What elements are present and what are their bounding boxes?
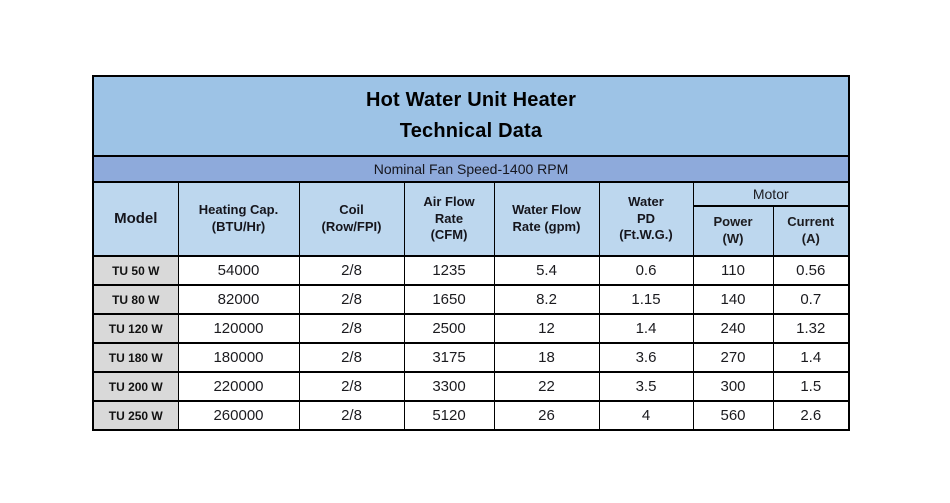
column-header-heating-cap: Heating Cap. (BTU/Hr) [177,181,300,257]
table-cell: 12 [493,313,600,344]
subtitle-row: Nominal Fan Speed-1400 RPM [92,155,850,183]
table-cell: 2/8 [298,284,405,315]
table-cell: 2500 [403,313,495,344]
technical-data-sheet: Hot Water Unit Heater Technical Data Nom… [92,75,851,431]
table-cell: 3175 [403,342,495,373]
table-cell: 1.15 [598,284,694,315]
table-cell: 1.5 [772,371,850,402]
column-header-model: Model [92,181,179,257]
table-cell: 110 [692,255,774,286]
table-cell: 2/8 [298,371,405,402]
table-cell: 120000 [177,313,300,344]
title-row: Hot Water Unit Heater Technical Data [92,75,850,157]
technical-data-table: Hot Water Unit Heater Technical Data Nom… [92,75,851,431]
table-cell: 240 [692,313,774,344]
table-row: TU 120 W 120000 2/8 2500 12 1.4 240 1.32 [92,313,850,344]
model-cell: TU 250 W [92,400,179,431]
fan-speed-banner: Nominal Fan Speed-1400 RPM [92,155,850,183]
table-cell: 140 [692,284,774,315]
table-cell: 1.4 [772,342,850,373]
table-row: TU 50 W 54000 2/8 1235 5.4 0.6 110 0.56 [92,255,850,286]
table-cell: 54000 [177,255,300,286]
table-row: TU 180 W 180000 2/8 3175 18 3.6 270 1.4 [92,342,850,373]
table-cell: 300 [692,371,774,402]
table-row: TU 200 W 220000 2/8 3300 22 3.5 300 1.5 [92,371,850,402]
table-cell: 26 [493,400,600,431]
table-cell: 1.4 [598,313,694,344]
table-cell: 2/8 [298,400,405,431]
table-cell: 2/8 [298,342,405,373]
table-cell: 1650 [403,284,495,315]
model-cell: TU 200 W [92,371,179,402]
table-cell: 2.6 [772,400,850,431]
table-cell: 0.6 [598,255,694,286]
table-row: TU 80 W 82000 2/8 1650 8.2 1.15 140 0.7 [92,284,850,315]
table-cell: 3.6 [598,342,694,373]
table-cell: 82000 [177,284,300,315]
table-cell: 3300 [403,371,495,402]
table-cell: 560 [692,400,774,431]
table-cell: 22 [493,371,600,402]
table-cell: 180000 [177,342,300,373]
column-header-power: Power (W) [692,205,774,257]
column-header-coil: Coil (Row/FPI) [298,181,405,257]
table-cell: 260000 [177,400,300,431]
table-cell: 2/8 [298,313,405,344]
table-row: TU 250 W 260000 2/8 5120 26 4 560 2.6 [92,400,850,431]
column-header-water-pd: Water PD (Ft.W.G.) [598,181,694,257]
table-cell: 220000 [177,371,300,402]
table-cell: 270 [692,342,774,373]
table-title-block: Hot Water Unit Heater Technical Data [92,75,850,157]
column-header-water-flow: Water Flow Rate (gpm) [493,181,600,257]
table-cell: 5.4 [493,255,600,286]
model-cell: TU 180 W [92,342,179,373]
table-cell: 1235 [403,255,495,286]
header-subrow-motor: Power (W) Current (A) [93,205,850,257]
table-cell: 1.32 [772,313,850,344]
table-cell: 3.5 [598,371,694,402]
column-header-air-flow: Air Flow Rate (CFM) [403,181,495,257]
page-title-line2: Technical Data [399,120,543,142]
column-header-current: Current (A) [772,205,850,257]
header-row: Model Heating Cap. (BTU/Hr) Coil (Row/FP… [92,181,850,257]
model-cell: TU 120 W [92,313,179,344]
table-cell: 2/8 [298,255,405,286]
column-group-header-motor: Motor [692,181,850,207]
table-cell: 5120 [403,400,495,431]
model-cell: TU 80 W [92,284,179,315]
table-cell: 18 [493,342,600,373]
model-cell: TU 50 W [92,255,179,286]
table-cell: 4 [598,400,694,431]
page-title-line1: Hot Water Unit Heater [365,89,577,111]
table-cell: 0.7 [772,284,850,315]
table-cell: 0.56 [772,255,850,286]
table-cell: 8.2 [493,284,600,315]
